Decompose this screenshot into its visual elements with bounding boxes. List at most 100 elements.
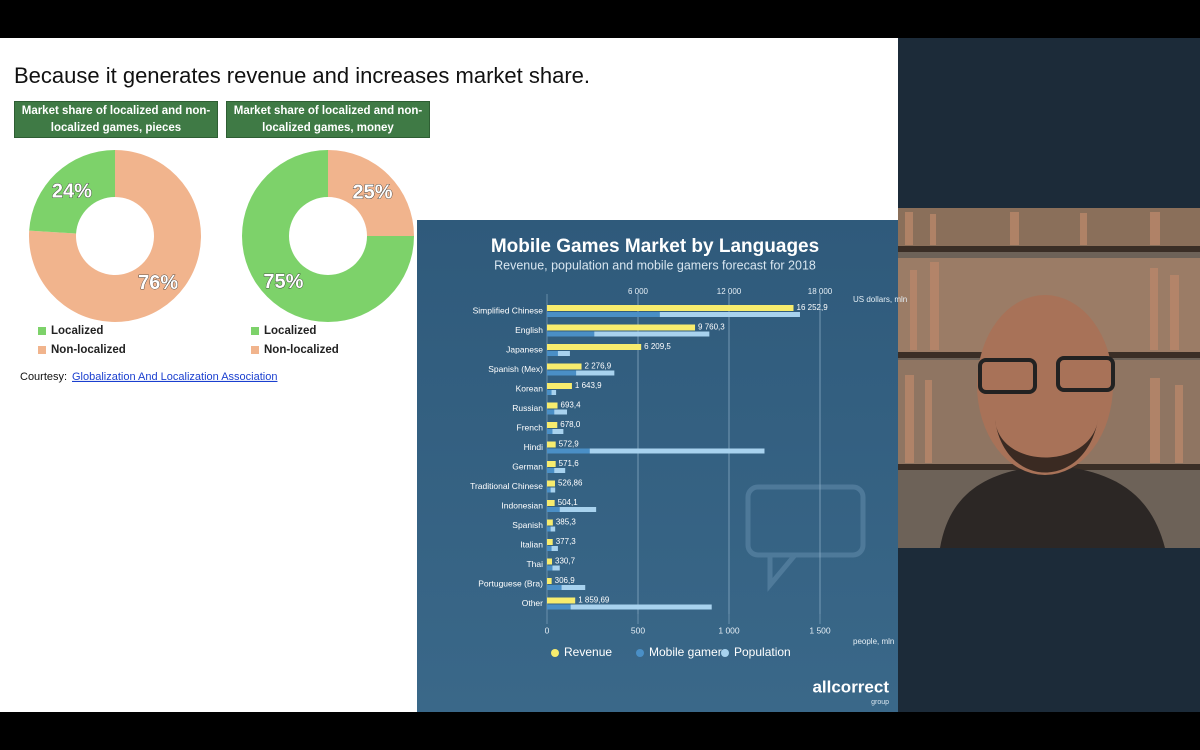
x2-axis-label: US dollars, mln [853,295,907,304]
bar [547,324,696,331]
category-label: Other [522,598,543,608]
slice-label: 24% [52,180,92,202]
legend-label: Localized [264,325,316,337]
courtesy-link[interactable]: Globalization And Localization Associati… [72,371,277,383]
bar [547,344,642,350]
category-label: English [515,325,543,335]
bar [547,604,712,610]
legend-swatch [721,649,729,657]
bar [547,383,572,389]
bar [547,487,551,493]
bar [547,500,555,506]
bar-value-label: 1 643,9 [575,381,602,390]
chart-subtitle: Revenue, population and mobile gamers fo… [494,258,816,272]
bar-value-label: 377,3 [556,537,577,546]
x2-tick-label: 18 000 [808,287,833,296]
logo: allcorrect [812,677,889,696]
category-label: Indonesian [501,500,543,510]
bar-value-label: 330,7 [555,557,576,566]
bar [547,422,558,428]
bar [547,507,560,512]
bar [547,487,556,493]
bar [547,363,582,370]
legend-label: Revenue [564,645,612,659]
bar [547,585,562,590]
category-label: Thai [526,559,543,569]
bar-value-label: 693,4 [561,401,582,410]
donut-title: Market share of localized and non-locali… [14,101,218,138]
bar-value-label: 1 859,69 [578,596,610,605]
infographic [417,220,898,712]
bar [547,519,553,526]
slide-title: Because it generates revenue and increas… [14,63,590,88]
bar-value-label: 385,3 [556,518,577,527]
bar [547,468,566,473]
bar [547,441,556,448]
category-label: Spanish [512,520,543,530]
x-tick-label: 1 000 [718,625,740,635]
category-label: Italian [520,539,543,549]
bar [547,539,553,545]
legend-label: Mobile gamers [649,645,728,659]
webcam [898,208,1200,548]
category-label: Portuguese (Bra) [478,578,543,588]
x-axis-label: people, mln [853,637,894,646]
bar-value-label: 16 252,9 [797,303,829,312]
x2-tick-label: 12 000 [717,287,742,296]
bar-value-label: 9 760,3 [698,323,725,332]
bar [547,402,558,409]
bar [547,526,556,532]
bar [547,558,553,565]
bar [547,565,553,571]
bar-value-label: 571,6 [559,459,580,468]
donut-title-box: Market share of localized and non-locali… [14,101,218,138]
bar [547,448,590,454]
bar [547,448,765,454]
slice-label: 75% [263,271,303,293]
bar [547,546,558,551]
bar [547,409,555,415]
category-label: Korean [516,383,544,393]
legend-label: Non-localized [51,344,126,356]
category-label: German [512,461,543,471]
bar-value-label: 526,86 [558,479,583,488]
slice-label: 76% [138,272,178,294]
bar [547,565,560,571]
donut-slice [29,150,115,234]
legend-label: Localized [51,325,103,337]
bar [547,351,558,356]
bar [547,480,555,487]
donut-slice [328,150,414,236]
bar [547,370,615,376]
logo-sub: group [871,699,889,706]
bar [547,597,576,604]
bar [547,604,571,610]
bar [547,578,552,584]
category-label: French [517,422,544,432]
bar [547,331,595,337]
bar [547,429,564,434]
bar [547,351,570,356]
bar-value-label: 504,1 [558,498,579,507]
bar [547,468,555,473]
bar [547,429,553,434]
chart-title: Mobile Games Market by Languages [491,236,819,257]
courtesy-label: Courtesy: [20,371,67,383]
donut-slice [242,150,414,322]
category-label: Hindi [524,442,543,452]
x2-tick-label: 6 000 [628,287,649,296]
legend-swatch [38,327,46,335]
legend-swatch [38,346,46,354]
bar-value-label: 6 209,5 [644,342,671,351]
bar [547,305,794,311]
bar [547,526,551,532]
legend-label: Population [734,645,791,659]
legend-label: Non-localized [264,344,339,356]
bar [547,312,800,317]
bar-value-label: 678,0 [560,420,581,429]
slice-label: 25% [353,182,393,204]
category-label: Russian [512,403,543,413]
bar-value-label: 572,9 [559,440,580,449]
bar [547,507,597,512]
